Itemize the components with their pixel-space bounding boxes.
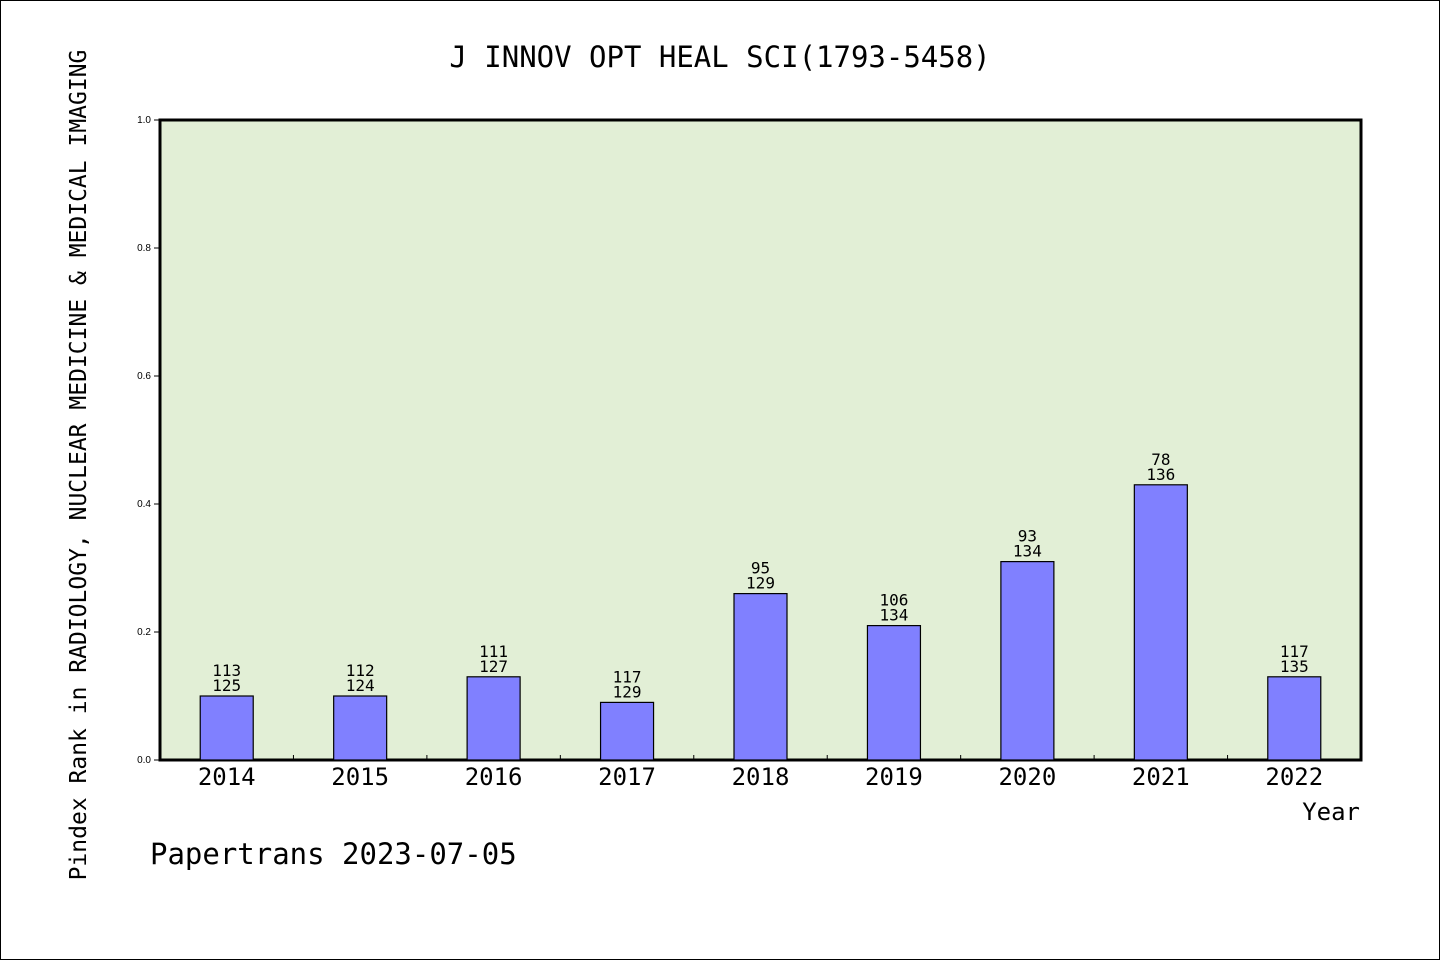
y-tick-label: 0.2 [137,627,151,638]
bar-label-total: 129 [613,682,642,701]
bar-label-rank: 112 [346,661,375,680]
bar-label-total: 134 [1013,542,1042,561]
x-tick-label: 2020 [998,763,1056,791]
bar-2014 [199,695,254,761]
x-tick-label: 2016 [465,763,523,791]
bar-label-rank: 93 [1018,527,1037,546]
bar-label-total: 136 [1146,465,1175,484]
bar-2015 [333,695,388,761]
bar-label-total: 135 [1280,657,1309,676]
x-tick-label: 2014 [198,763,256,791]
x-axis: 2014 2015 2016 2017 2018 2019 2020 2021 2022 [198,755,1323,791]
bar-label-rank: 111 [479,642,508,661]
y-tick-label: 1.0 [137,115,151,126]
bar-2020 [1000,560,1055,761]
bar-label-rank: 117 [1280,642,1309,661]
bar-label-total: 127 [479,657,508,676]
bar-label-rank: 95 [751,559,770,578]
bar-label-rank: 113 [212,661,241,680]
x-tick-label: 2018 [732,763,790,791]
y-tick-label: 0.8 [137,243,151,254]
x-tick-label: 2022 [1265,763,1323,791]
bar-2022 [1267,676,1322,761]
x-tick-label: 2021 [1132,763,1190,791]
y-axis: 0.0 0.2 0.4 0.6 0.8 1.0 [137,115,160,766]
x-tick-label: 2017 [598,763,656,791]
chart-title: J INNOV OPT HEAL SCI(1793-5458) [449,40,990,74]
bars: 1131251121241111271171299512910613493134… [199,450,1322,761]
bar-label-total: 125 [212,676,241,695]
y-tick-label: 0.6 [137,371,151,382]
bar-label-rank: 106 [879,591,908,610]
footer-credit: Papertrans 2023-07-05 [150,837,517,871]
bar-2019 [866,624,922,761]
bar-2021 [1133,484,1188,761]
bar-2018 [733,592,788,761]
x-tick-label: 2015 [331,763,389,791]
y-axis-label: Pindex Rank in RADIOLOGY, NUCLEAR MEDICI… [66,50,92,881]
x-axis-label: Year [1302,798,1360,826]
y-tick-label: 0.4 [137,499,151,510]
x-tick-label: 2019 [865,763,923,791]
bar-label-rank: 117 [613,667,642,686]
bar-label-rank: 78 [1151,450,1170,469]
bar-2017 [599,701,655,761]
bar-2016 [466,676,521,761]
bar-label-total: 134 [879,606,908,625]
bar-label-total: 124 [346,676,375,695]
y-tick-label: 0.0 [137,755,151,766]
bar-label-total: 129 [746,574,775,593]
